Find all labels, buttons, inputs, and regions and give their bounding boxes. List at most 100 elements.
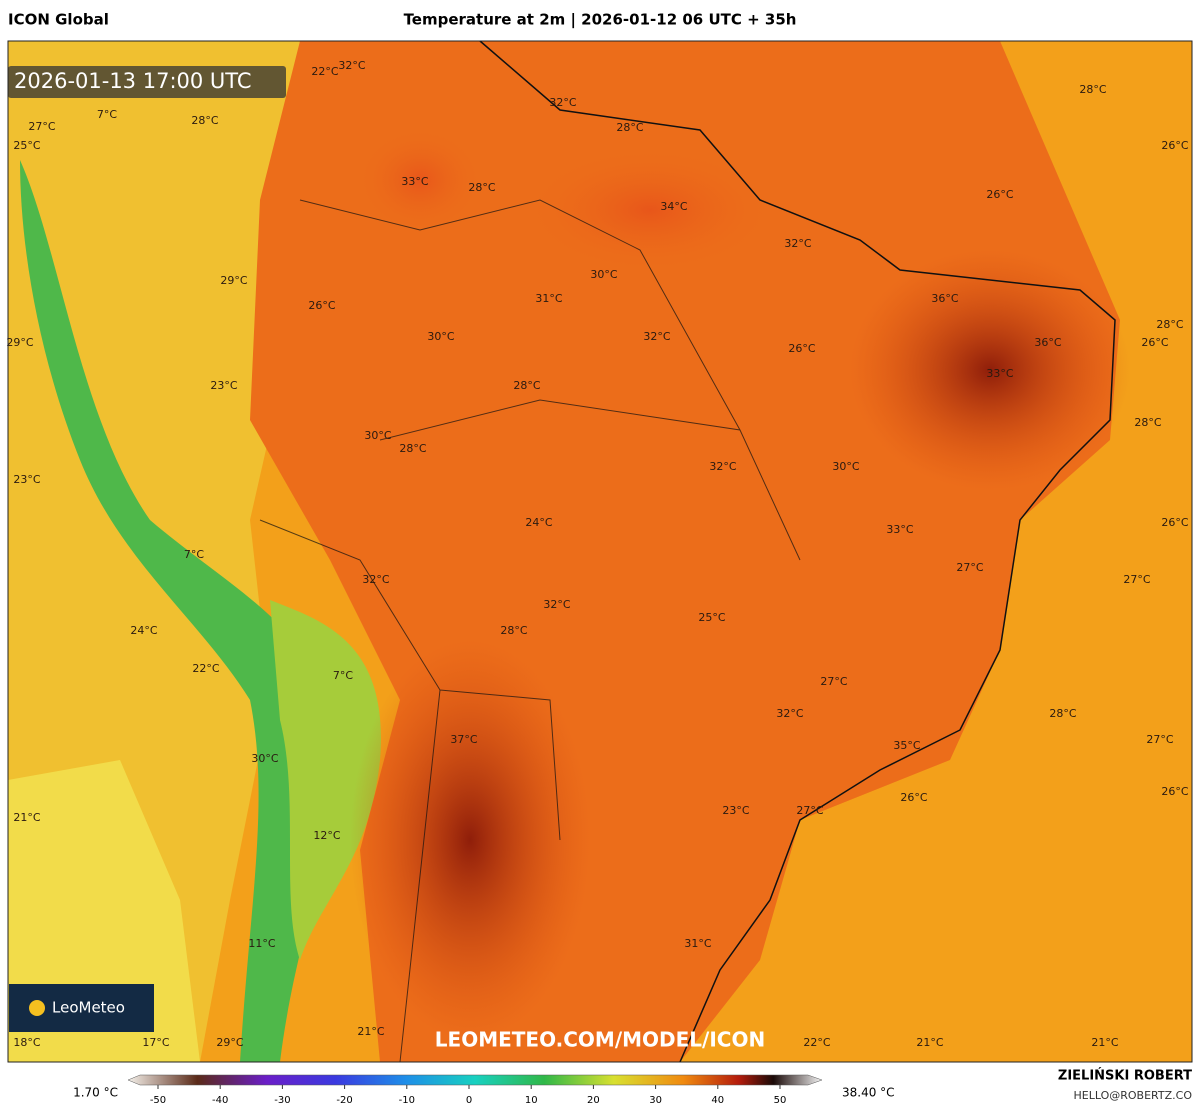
temp-label: 12°C	[313, 829, 340, 842]
temp-label: 28°C	[616, 121, 643, 134]
temp-label: 28°C	[191, 114, 218, 127]
valid-time: 2026-01-13 17:00 UTC	[14, 69, 252, 93]
temp-label: 18°C	[13, 1036, 40, 1049]
colorbar-tick-label: -40	[212, 1095, 228, 1106]
temp-label: 22°C	[803, 1036, 830, 1049]
temp-label: 33°C	[886, 523, 913, 536]
temp-label: 27°C	[28, 120, 55, 133]
temp-label: 34°C	[660, 200, 687, 213]
colorbar-tick-label: 0	[466, 1095, 472, 1106]
temp-label: 7°C	[184, 548, 204, 561]
temp-label: 11°C	[248, 937, 275, 950]
author: ZIELIŃSKI ROBERT	[1058, 1068, 1192, 1084]
temp-label: 23°C	[210, 379, 237, 392]
colorbar-ticks: -50 -40 -30 -20 -10 0 10 20 30 40 50	[150, 1085, 787, 1106]
email: HELLO@ROBERTZ.CO	[1074, 1089, 1193, 1102]
colorbar-tick-label: -30	[274, 1095, 290, 1106]
temp-label: 32°C	[543, 598, 570, 611]
watermark: LEOMETEO.COM/MODEL/ICON	[435, 1028, 765, 1052]
colorbar-min: 1.70 °C	[73, 1086, 118, 1100]
temp-label: 7°C	[97, 108, 117, 121]
andes	[20, 160, 339, 1062]
map-labels: 32°C22°C27°C7°C 28°C25°C32°C28°C28°C26°C3…	[6, 59, 1188, 1049]
temp-label: 31°C	[684, 937, 711, 950]
colorbar-tick-label: 40	[711, 1095, 724, 1106]
temp-label: 21°C	[1091, 1036, 1118, 1049]
temp-label: 22°C	[192, 662, 219, 675]
temp-label: 30°C	[832, 460, 859, 473]
hot-north	[530, 150, 770, 270]
colorbar	[127, 1074, 823, 1086]
borders	[259, 199, 801, 1063]
altiplano	[270, 600, 381, 960]
temp-label: 25°C	[13, 139, 40, 152]
temp-label: 32°C	[643, 330, 670, 343]
logo-text: LeoMeteo	[52, 999, 125, 1017]
temp-label: 22°C	[311, 65, 338, 78]
temp-label: 24°C	[130, 624, 157, 637]
colorbar-tick-label: -50	[150, 1095, 166, 1106]
temp-label: 28°C	[399, 442, 426, 455]
temp-label: 28°C	[1079, 83, 1106, 96]
temp-label: 26°C	[900, 791, 927, 804]
hot-ne	[850, 250, 1130, 490]
temp-label: 36°C	[931, 292, 958, 305]
temp-label: 30°C	[427, 330, 454, 343]
temp-label: 32°C	[549, 96, 576, 109]
map-title: Temperature at 2m | 2026-01-12 06 UTC + …	[404, 11, 797, 30]
temp-label: 27°C	[796, 804, 823, 817]
temp-label: 26°C	[1161, 785, 1188, 798]
map-frame	[7, 40, 1193, 1063]
temp-label: 32°C	[338, 59, 365, 72]
temp-label: 24°C	[525, 516, 552, 529]
coastline	[479, 40, 1116, 1063]
temp-label: 32°C	[784, 237, 811, 250]
hot-chaco	[350, 640, 590, 1040]
colorbar-max: 38.40 °C	[842, 1086, 895, 1100]
map: 32°C22°C27°C7°C 28°C25°C32°C28°C28°C26°C3…	[6, 40, 1192, 1063]
temp-label: 28°C	[1156, 318, 1183, 331]
temp-label: 21°C	[357, 1025, 384, 1038]
temp-label: 28°C	[1049, 707, 1076, 720]
colorbar-tick-label: 20	[587, 1095, 600, 1106]
temp-label: 32°C	[709, 460, 736, 473]
temp-label: 29°C	[6, 336, 33, 349]
temp-label: 28°C	[1134, 416, 1161, 429]
temp-label: 23°C	[722, 804, 749, 817]
temp-label: 28°C	[500, 624, 527, 637]
temp-label: 30°C	[251, 752, 278, 765]
temp-label: 26°C	[308, 299, 335, 312]
temp-label: 28°C	[468, 181, 495, 194]
temp-label: 23°C	[13, 473, 40, 486]
temp-label: 21°C	[13, 811, 40, 824]
model-name: ICON Global	[8, 11, 109, 29]
temp-label: 26°C	[1161, 139, 1188, 152]
colorbar-tick-label: 30	[649, 1095, 662, 1106]
temp-label: 17°C	[142, 1036, 169, 1049]
temp-label: 26°C	[1161, 516, 1188, 529]
temp-label: 35°C	[893, 739, 920, 752]
colorbar-tick-label: -20	[336, 1095, 352, 1106]
temp-label: 36°C	[1034, 336, 1061, 349]
colorbar-tick-label: 50	[774, 1095, 787, 1106]
temp-label: 33°C	[986, 367, 1013, 380]
temp-label: 27°C	[820, 675, 847, 688]
colorbar-tick-label: 10	[525, 1095, 538, 1106]
logo-sun	[29, 1000, 45, 1016]
temp-label: 30°C	[590, 268, 617, 281]
temp-label: 7°C	[333, 669, 353, 682]
hot-nw	[360, 130, 480, 230]
temp-label: 29°C	[220, 274, 247, 287]
temp-label: 26°C	[986, 188, 1013, 201]
temp-label: 30°C	[364, 429, 391, 442]
temp-label: 31°C	[535, 292, 562, 305]
temp-label: 26°C	[1141, 336, 1168, 349]
temp-label: 27°C	[956, 561, 983, 574]
temp-label: 33°C	[401, 175, 428, 188]
temp-label: 25°C	[698, 611, 725, 624]
colorbar-tick-label: -10	[399, 1095, 415, 1106]
temp-label: 27°C	[1123, 573, 1150, 586]
temp-label: 28°C	[513, 379, 540, 392]
temp-label: 29°C	[216, 1036, 243, 1049]
